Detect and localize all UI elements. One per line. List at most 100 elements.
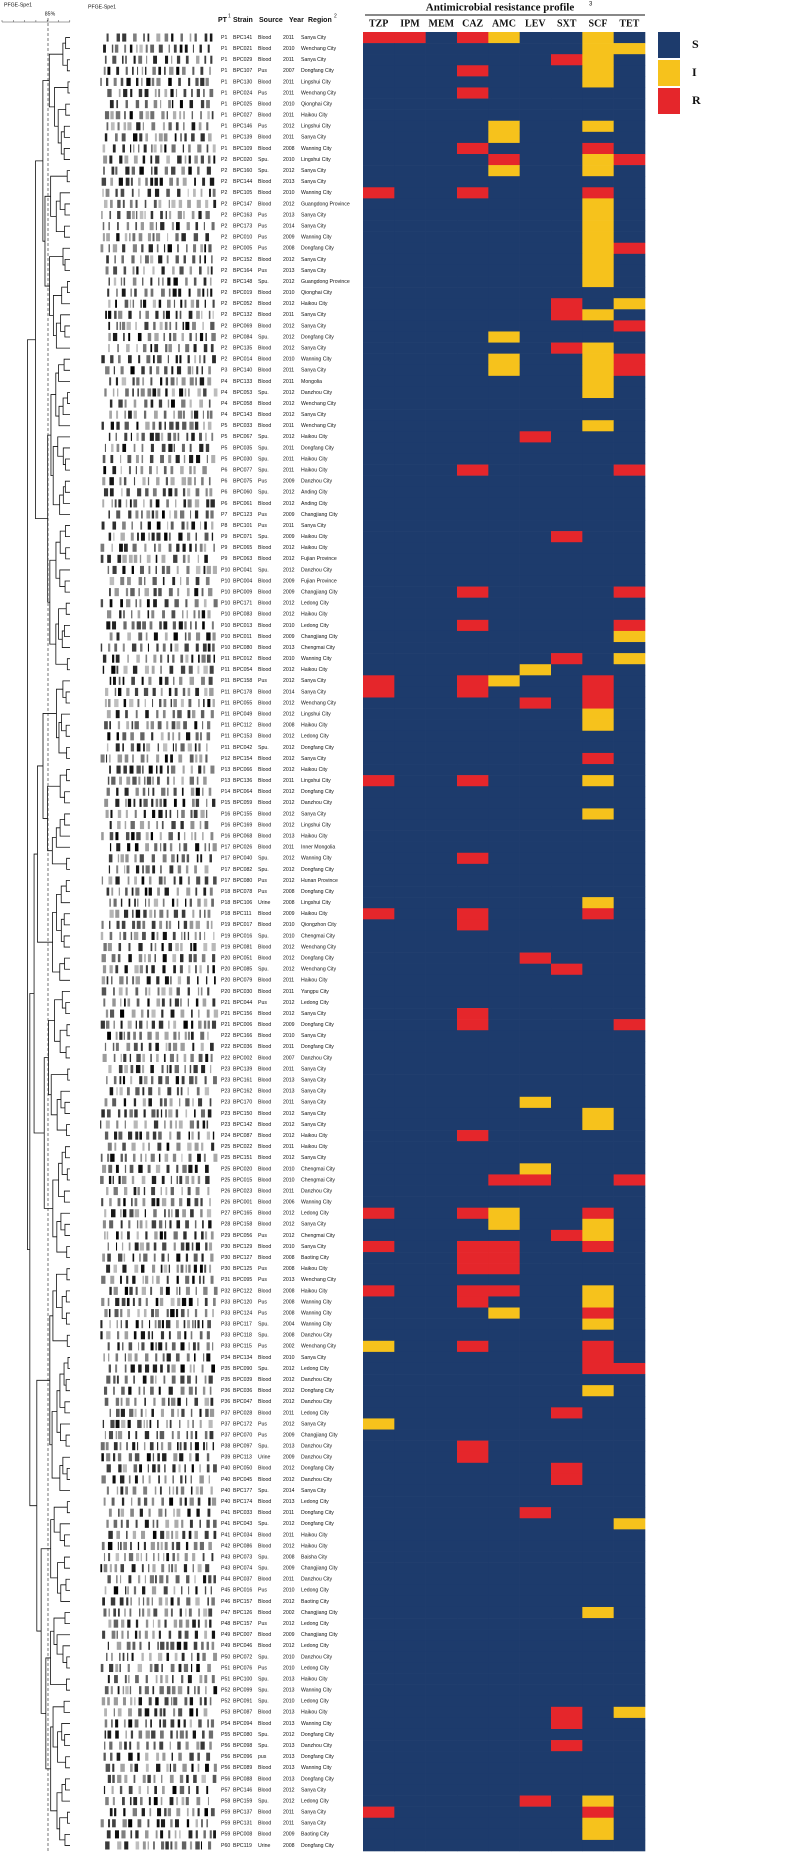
gel-band — [156, 766, 157, 774]
gel-band — [180, 577, 181, 585]
gel-band — [194, 721, 197, 729]
gel-band — [121, 1220, 123, 1228]
gel-band — [148, 987, 150, 995]
gel-band — [169, 422, 173, 430]
gel-band — [205, 233, 209, 241]
gel-band — [177, 1054, 179, 1062]
gel-band — [186, 732, 190, 740]
gel-band — [101, 355, 104, 363]
gel-band — [154, 899, 158, 907]
gel-band — [181, 1387, 185, 1395]
resistance-cell — [551, 187, 583, 198]
pt: P1 — [221, 90, 227, 96]
gel-band — [148, 522, 151, 530]
gel-band — [174, 300, 175, 308]
gel-band — [192, 1242, 194, 1250]
gel-band — [119, 156, 122, 164]
gel-band — [142, 865, 143, 873]
gel-band — [153, 1398, 155, 1406]
region: Fujian Province — [301, 578, 337, 584]
region: Dongfang City — [301, 1776, 334, 1782]
gel-band — [197, 1154, 201, 1162]
gel-band — [190, 1065, 191, 1073]
gel-band — [179, 1664, 182, 1672]
gel-band — [189, 1132, 190, 1140]
resistance-cell — [363, 1208, 395, 1219]
resistance-cell — [394, 542, 426, 553]
resistance-cell — [614, 121, 646, 132]
gel-band — [198, 1010, 200, 1018]
gel-band — [205, 300, 206, 308]
gel-band — [172, 610, 176, 618]
strain: BPC068 — [233, 834, 252, 840]
dendrogram-branch — [56, 323, 70, 348]
strain: BPC080 — [233, 878, 252, 884]
year: 2012 — [283, 678, 295, 684]
source: Spu. — [258, 1488, 269, 1494]
dendrogram-branch — [52, 1412, 60, 1479]
gel-band — [113, 533, 114, 541]
gel-band — [165, 1109, 166, 1117]
strain: BPC070 — [233, 1432, 252, 1438]
header-year: Year — [289, 17, 304, 24]
dendrogram-branch — [64, 625, 70, 636]
resistance-cell — [488, 964, 520, 975]
resistance-cell — [582, 1152, 614, 1163]
gel-band — [196, 1242, 200, 1250]
year: 2010 — [283, 101, 295, 107]
resistance-cell — [488, 1075, 520, 1086]
region: Wanning City — [301, 1721, 332, 1727]
gel-band — [205, 333, 207, 341]
gel-band — [204, 244, 206, 252]
gel-band — [109, 411, 112, 419]
strain: BPC148 — [233, 279, 252, 285]
gel-band — [151, 721, 154, 729]
gel-band — [166, 1043, 168, 1051]
gel-band — [190, 510, 191, 518]
gel-band — [161, 1664, 162, 1672]
gel-band — [213, 1775, 217, 1783]
resistance-cell — [582, 1374, 614, 1385]
resistance-cell — [426, 1452, 458, 1463]
gel-band — [115, 1364, 117, 1372]
gel-band — [180, 1475, 182, 1483]
gel-band — [156, 821, 158, 829]
resistance-cell — [457, 930, 489, 941]
gel-band — [160, 843, 161, 851]
gel-band — [157, 1442, 158, 1450]
resistance-cell — [582, 564, 614, 575]
gel-band — [110, 1753, 112, 1761]
gel-band — [119, 777, 122, 785]
gel-band — [118, 1608, 120, 1616]
gel-band — [194, 1353, 196, 1361]
resistance-cell — [394, 553, 426, 564]
resistance-cell — [551, 1540, 583, 1551]
gel-band — [123, 610, 124, 618]
resistance-cell — [614, 1540, 646, 1551]
gel-band — [185, 655, 188, 663]
region: Qionghai City — [301, 290, 333, 296]
gel-band — [163, 1708, 165, 1716]
gel-band — [116, 411, 118, 419]
gel-band — [204, 555, 208, 563]
source: Spu. — [258, 168, 269, 174]
resistance-cell — [551, 1463, 583, 1474]
gel-band — [172, 732, 174, 740]
resistance-cell — [457, 808, 489, 819]
gel-band — [178, 976, 181, 984]
year: 2012 — [283, 822, 295, 828]
gel-band — [103, 45, 106, 53]
pt: P2 — [221, 168, 227, 174]
gel-band — [151, 1542, 155, 1550]
gel-band — [198, 211, 201, 219]
resistance-cell — [363, 1585, 395, 1596]
gel-band — [154, 100, 158, 108]
gel-band — [172, 1553, 174, 1561]
strain: BPC023 — [233, 1188, 252, 1194]
resistance-cell — [582, 1274, 614, 1285]
resistance-cell — [394, 764, 426, 775]
gel-band — [190, 1054, 193, 1062]
resistance-cell — [488, 1319, 520, 1330]
region: Sanya City — [301, 523, 326, 529]
region: Changjiang City — [301, 1610, 338, 1616]
